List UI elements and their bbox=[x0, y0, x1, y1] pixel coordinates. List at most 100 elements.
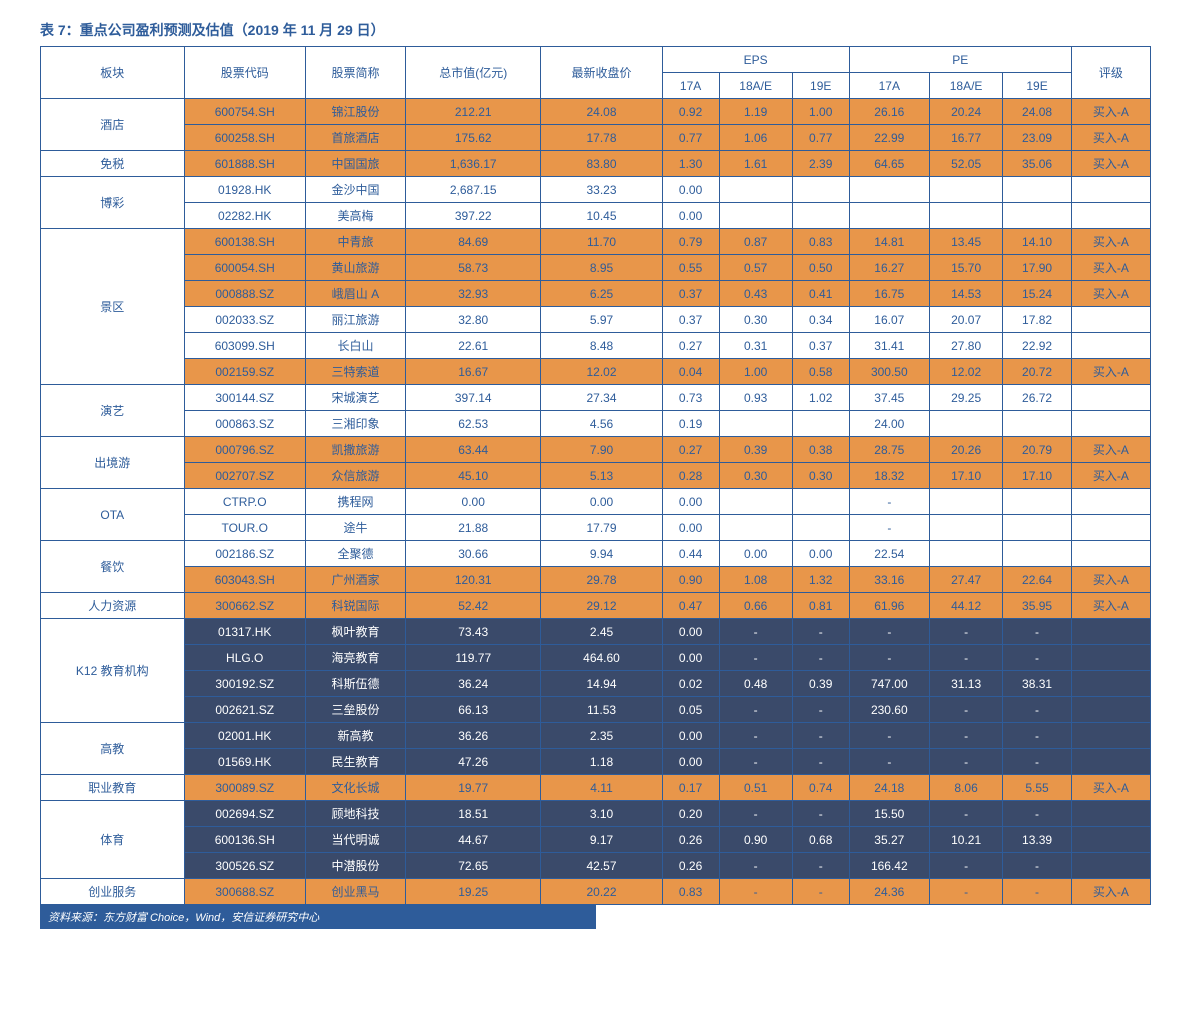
price-cell: 14.94 bbox=[541, 671, 662, 697]
mktcap-cell: 58.73 bbox=[406, 255, 541, 281]
code-cell: 603099.SH bbox=[184, 333, 305, 359]
pe18-cell: - bbox=[929, 723, 1002, 749]
pe18-cell: 10.21 bbox=[929, 827, 1002, 853]
sector-cell: 出境游 bbox=[41, 437, 185, 489]
pe18-cell: 31.13 bbox=[929, 671, 1002, 697]
rating-cell bbox=[1071, 671, 1150, 697]
name-cell: 携程网 bbox=[305, 489, 405, 515]
eps17-cell: 0.77 bbox=[662, 125, 719, 151]
table-row: TOUR.O途牛21.8817.790.00- bbox=[41, 515, 1151, 541]
eps18-cell: 1.61 bbox=[719, 151, 792, 177]
table-row: 景区600138.SH中青旅84.6911.700.790.870.8314.8… bbox=[41, 229, 1151, 255]
rating-cell bbox=[1071, 411, 1150, 437]
table-title: 表 7：重点公司盈利预测及估值（2019 年 11 月 29 日） bbox=[40, 20, 1151, 40]
eps19-cell: 0.38 bbox=[792, 437, 849, 463]
mktcap-cell: 2,687.15 bbox=[406, 177, 541, 203]
table-row: 职业教育300089.SZ文化长城19.774.110.170.510.7424… bbox=[41, 775, 1151, 801]
eps19-cell: - bbox=[792, 801, 849, 827]
rating-cell: 买入-A bbox=[1071, 99, 1150, 125]
eps19-cell: 1.00 bbox=[792, 99, 849, 125]
code-cell: 600754.SH bbox=[184, 99, 305, 125]
eps19-cell: 0.39 bbox=[792, 671, 849, 697]
mktcap-cell: 1,636.17 bbox=[406, 151, 541, 177]
pe17-cell bbox=[849, 177, 929, 203]
table-row: K12 教育机构01317.HK枫叶教育73.432.450.00----- bbox=[41, 619, 1151, 645]
pe18-cell: 13.45 bbox=[929, 229, 1002, 255]
pe17-cell: - bbox=[849, 489, 929, 515]
pe19-cell: 23.09 bbox=[1003, 125, 1072, 151]
pe17-cell: 230.60 bbox=[849, 697, 929, 723]
eps17-cell: 0.04 bbox=[662, 359, 719, 385]
eps18-cell: 0.43 bbox=[719, 281, 792, 307]
eps17-cell: 0.00 bbox=[662, 619, 719, 645]
name-cell: 枫叶教育 bbox=[305, 619, 405, 645]
name-cell: 三特索道 bbox=[305, 359, 405, 385]
name-cell: 全聚德 bbox=[305, 541, 405, 567]
code-cell: 002707.SZ bbox=[184, 463, 305, 489]
name-cell: 长白山 bbox=[305, 333, 405, 359]
col-pe-group: PE bbox=[849, 47, 1071, 73]
mktcap-cell: 16.67 bbox=[406, 359, 541, 385]
pe19-cell: - bbox=[1003, 619, 1072, 645]
price-cell: 4.56 bbox=[541, 411, 662, 437]
eps18-cell bbox=[719, 203, 792, 229]
eps17-cell: 0.28 bbox=[662, 463, 719, 489]
pe19-cell: 5.55 bbox=[1003, 775, 1072, 801]
eps19-cell: 0.30 bbox=[792, 463, 849, 489]
name-cell: 途牛 bbox=[305, 515, 405, 541]
sector-cell: 演艺 bbox=[41, 385, 185, 437]
eps18-cell: 0.87 bbox=[719, 229, 792, 255]
name-cell: 中潜股份 bbox=[305, 853, 405, 879]
eps17-cell: 0.26 bbox=[662, 853, 719, 879]
code-cell: 601888.SH bbox=[184, 151, 305, 177]
source-footer: 资料来源：东方财富 Choice，Wind，安信证券研究中心 bbox=[40, 905, 596, 929]
price-cell: 5.13 bbox=[541, 463, 662, 489]
code-cell: 300192.SZ bbox=[184, 671, 305, 697]
code-cell: 002694.SZ bbox=[184, 801, 305, 827]
name-cell: 顾地科技 bbox=[305, 801, 405, 827]
eps17-cell: 0.19 bbox=[662, 411, 719, 437]
eps18-cell: - bbox=[719, 853, 792, 879]
pe18-cell: 27.47 bbox=[929, 567, 1002, 593]
code-cell: 002159.SZ bbox=[184, 359, 305, 385]
code-cell: 300526.SZ bbox=[184, 853, 305, 879]
eps17-cell: 0.44 bbox=[662, 541, 719, 567]
code-cell: 01928.HK bbox=[184, 177, 305, 203]
eps18-cell: 0.31 bbox=[719, 333, 792, 359]
mktcap-cell: 21.88 bbox=[406, 515, 541, 541]
price-cell: 10.45 bbox=[541, 203, 662, 229]
pe19-cell: 26.72 bbox=[1003, 385, 1072, 411]
eps17-cell: 0.83 bbox=[662, 879, 719, 905]
pe17-cell: 18.32 bbox=[849, 463, 929, 489]
pe19-cell: 17.10 bbox=[1003, 463, 1072, 489]
pe17-cell: 24.00 bbox=[849, 411, 929, 437]
name-cell: 科斯伍德 bbox=[305, 671, 405, 697]
name-cell: 中青旅 bbox=[305, 229, 405, 255]
eps17-cell: 0.55 bbox=[662, 255, 719, 281]
code-cell: 603043.SH bbox=[184, 567, 305, 593]
table-row: 高教02001.HK新高教36.262.350.00----- bbox=[41, 723, 1151, 749]
eps19-cell: - bbox=[792, 749, 849, 775]
eps19-cell: 0.68 bbox=[792, 827, 849, 853]
rating-cell bbox=[1071, 333, 1150, 359]
name-cell: 丽江旅游 bbox=[305, 307, 405, 333]
eps19-cell: - bbox=[792, 879, 849, 905]
pe17-cell: 22.54 bbox=[849, 541, 929, 567]
rating-cell bbox=[1071, 203, 1150, 229]
eps18-cell: - bbox=[719, 879, 792, 905]
name-cell: 宋城演艺 bbox=[305, 385, 405, 411]
pe19-cell bbox=[1003, 411, 1072, 437]
eps18-cell: 1.08 bbox=[719, 567, 792, 593]
col-sector: 板块 bbox=[41, 47, 185, 99]
name-cell: 海亮教育 bbox=[305, 645, 405, 671]
pe19-cell: - bbox=[1003, 723, 1072, 749]
name-cell: 三湘印象 bbox=[305, 411, 405, 437]
pe18-cell bbox=[929, 515, 1002, 541]
table-row: 人力资源300662.SZ科锐国际52.4229.120.470.660.816… bbox=[41, 593, 1151, 619]
eps18-cell bbox=[719, 515, 792, 541]
col-code: 股票代码 bbox=[184, 47, 305, 99]
col-eps-group: EPS bbox=[662, 47, 849, 73]
eps18-cell bbox=[719, 177, 792, 203]
pe18-cell: - bbox=[929, 749, 1002, 775]
code-cell: 02282.HK bbox=[184, 203, 305, 229]
